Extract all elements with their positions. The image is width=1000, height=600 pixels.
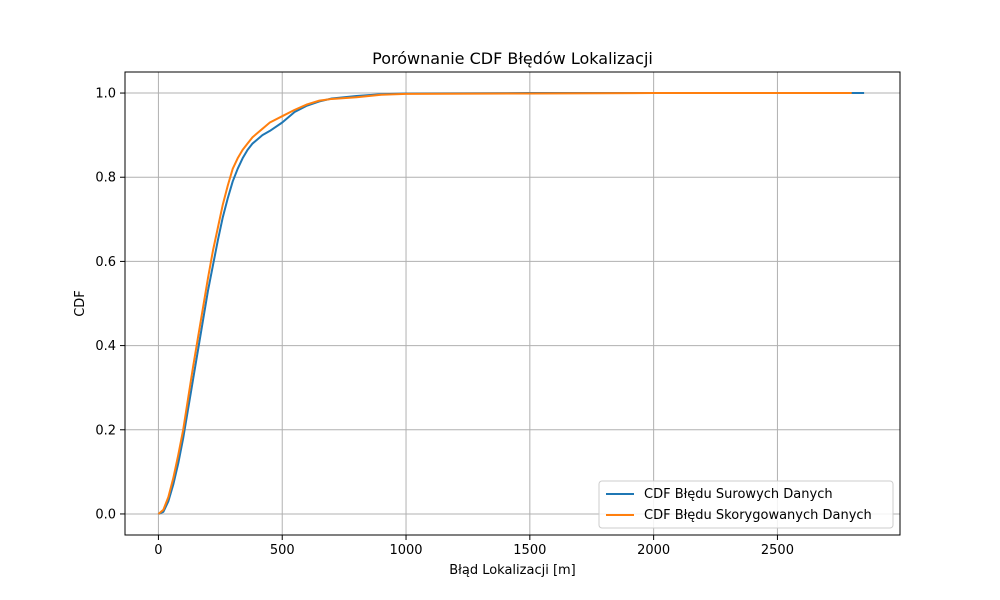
y-tick-label: 0.0: [95, 507, 116, 522]
series-group: [157, 92, 865, 515]
x-axis-label: Błąd Lokalizacji [m]: [449, 563, 576, 578]
legend-box: [598, 480, 894, 529]
x-tick-label: 1500: [513, 543, 546, 558]
legend: CDF Błędu Surowych Danych CDF Błędu Skor…: [598, 480, 894, 529]
y-tick-label: 0.2: [95, 423, 116, 438]
x-tick-label: 2000: [637, 543, 670, 558]
x-tick-label: 500: [270, 543, 295, 558]
chart-title: Porównanie CDF Błędów Lokalizacji: [372, 49, 653, 68]
y-tick-label: 1.0: [95, 87, 116, 102]
y-axis-label: CDF: [73, 290, 88, 317]
ticks: 0 500 1000 1500 2000 2500 0.0 0.2 0.4 0.6 0.8 1.0: [95, 87, 794, 558]
legend-label-raw: CDF Błędu Surowych Danych: [644, 487, 833, 502]
x-tick-label: 2500: [761, 543, 794, 558]
y-tick-label: 0.4: [95, 339, 116, 354]
y-tick-label: 0.8: [95, 171, 116, 186]
legend-label-corrected: CDF Błędu Skorygowanych Danych: [644, 508, 872, 523]
plot-frame: [124, 71, 901, 536]
y-tick-label: 0.6: [95, 255, 116, 270]
x-tick-label: 0: [154, 543, 162, 558]
corrected-data-cdf-line: [157, 92, 852, 515]
x-tick-label: 1000: [389, 543, 422, 558]
